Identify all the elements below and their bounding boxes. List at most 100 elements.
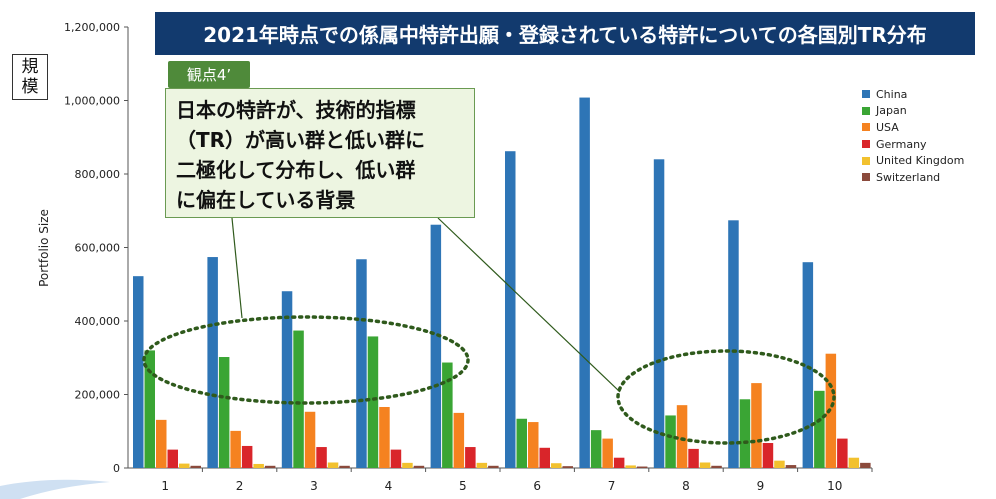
bar bbox=[528, 422, 539, 468]
legend-item: United Kingdom bbox=[862, 152, 964, 169]
y-tick-label: 400,000 bbox=[75, 315, 121, 328]
bar bbox=[402, 462, 413, 468]
x-tick-label: 2 bbox=[236, 479, 244, 493]
callout-line: 二極化して分布し、低い群 bbox=[176, 158, 416, 182]
bar bbox=[848, 457, 860, 468]
callout-tag: 観点4’ bbox=[168, 61, 250, 88]
callout-leader-left bbox=[231, 217, 243, 319]
bar bbox=[488, 465, 499, 468]
bar bbox=[207, 257, 218, 468]
callout-line: 日本の特許が、技術的指標 bbox=[176, 98, 416, 122]
y-tick-label: 800,000 bbox=[75, 168, 121, 181]
bar bbox=[316, 447, 327, 468]
x-tick-label: 10 bbox=[827, 479, 842, 493]
legend-label: China bbox=[876, 87, 908, 101]
bar bbox=[476, 462, 488, 468]
legend-label: Switzerland bbox=[876, 170, 941, 184]
legend-swatch bbox=[862, 106, 870, 115]
callout-line: （TR）が高い群と低い群に bbox=[176, 128, 426, 152]
y-tick-label: 1,200,000 bbox=[64, 21, 120, 34]
bar bbox=[860, 462, 871, 468]
bar bbox=[367, 336, 379, 468]
callout-leader-right bbox=[437, 217, 621, 393]
bar bbox=[516, 418, 527, 468]
bar bbox=[253, 463, 264, 468]
bar bbox=[179, 463, 190, 468]
bar bbox=[293, 330, 304, 468]
bar bbox=[413, 465, 425, 468]
bar bbox=[751, 383, 762, 468]
y-tick-label: 600,000 bbox=[75, 242, 121, 255]
bar bbox=[551, 463, 562, 468]
corner-swoosh bbox=[0, 479, 110, 499]
bar bbox=[304, 411, 316, 468]
scale-label-box: 規 模 bbox=[12, 54, 48, 100]
y-tick-label: 1,000,000 bbox=[64, 95, 120, 108]
highlight-ellipse-right bbox=[616, 349, 836, 445]
highlight-ellipse-left bbox=[142, 315, 470, 405]
chart-legend: China Japan USA Germany United Kingdom Switze… bbox=[862, 86, 964, 186]
legend-item: Germany bbox=[862, 136, 964, 153]
bar bbox=[327, 462, 339, 468]
bar bbox=[264, 465, 276, 468]
bar bbox=[167, 449, 178, 468]
bar bbox=[814, 390, 825, 468]
bar bbox=[356, 259, 367, 468]
bar bbox=[579, 97, 590, 468]
bar bbox=[762, 443, 774, 468]
legend-item: Japan bbox=[862, 103, 964, 120]
legend-swatch bbox=[862, 140, 870, 149]
bar bbox=[430, 224, 442, 468]
bar bbox=[144, 350, 155, 468]
bar bbox=[390, 449, 402, 468]
bar bbox=[653, 159, 665, 469]
x-tick-label: 1 bbox=[161, 479, 169, 493]
bar bbox=[465, 447, 476, 468]
legend-label: Germany bbox=[876, 137, 927, 151]
corner-decoration bbox=[0, 479, 110, 499]
x-tick-label: 7 bbox=[608, 479, 616, 493]
x-tick-label: 4 bbox=[385, 479, 393, 493]
bar bbox=[625, 465, 636, 468]
legend-swatch bbox=[862, 173, 870, 182]
bar bbox=[190, 465, 201, 468]
x-tick-label: 5 bbox=[459, 479, 467, 493]
callout-line: に偏在している背景 bbox=[176, 188, 356, 212]
bar bbox=[699, 462, 711, 468]
legend-swatch bbox=[862, 156, 870, 165]
bar bbox=[728, 220, 739, 468]
bar bbox=[453, 412, 465, 468]
bar bbox=[590, 430, 602, 468]
callout-box: 日本の特許が、技術的指標 （TR）が高い群と低い群に 二極化して分布し、低い群 … bbox=[165, 88, 475, 218]
scale-label-char-1: 規 bbox=[21, 57, 39, 77]
bar bbox=[241, 445, 253, 468]
bar bbox=[676, 405, 688, 468]
bar bbox=[133, 276, 144, 468]
bar bbox=[711, 465, 722, 468]
bar bbox=[442, 362, 453, 468]
x-tick-label: 3 bbox=[310, 479, 318, 493]
bar bbox=[739, 399, 751, 468]
legend-label: United Kingdom bbox=[876, 154, 965, 168]
bar bbox=[281, 291, 293, 468]
bar bbox=[339, 465, 350, 468]
legend-item: China bbox=[862, 86, 964, 103]
y-tick-label: 200,000 bbox=[75, 389, 121, 402]
bar bbox=[665, 415, 676, 468]
legend-item: USA bbox=[862, 119, 964, 136]
legend-swatch bbox=[862, 123, 870, 132]
bar bbox=[613, 457, 625, 468]
bar bbox=[156, 419, 167, 468]
bar bbox=[379, 406, 390, 468]
legend-label: USA bbox=[876, 120, 899, 134]
chart-title-banner: 2021年時点での係属中特許出願・登録されている特許についての各国別TR分布 bbox=[155, 12, 975, 55]
bar bbox=[688, 448, 699, 468]
y-tick-label: 0 bbox=[113, 462, 120, 475]
bar bbox=[539, 447, 550, 468]
legend-item: Switzerland bbox=[862, 169, 964, 186]
bar bbox=[802, 262, 814, 468]
bar bbox=[774, 460, 785, 468]
bar bbox=[505, 151, 516, 468]
scale-label-char-2: 模 bbox=[21, 77, 39, 97]
